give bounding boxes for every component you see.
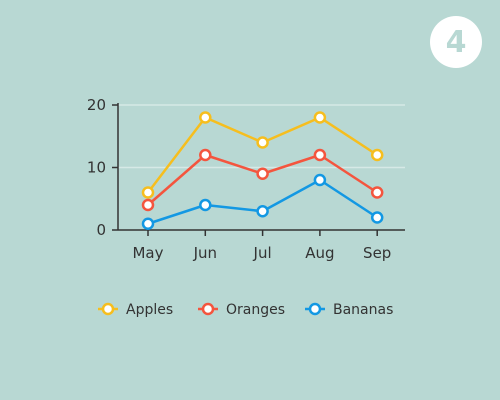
x-tick-label: Jul: [253, 244, 272, 262]
legend: Apples Oranges Bananas: [98, 302, 393, 318]
x-tick-label: Sep: [363, 244, 391, 262]
y-tick-label: 20: [87, 96, 106, 114]
legend-label: Bananas: [333, 302, 393, 318]
step-number: 4: [445, 24, 467, 60]
legend-marker: [101, 302, 115, 316]
data-point: [141, 186, 155, 199]
y-tick-label: 0: [96, 221, 106, 239]
data-point: [313, 111, 327, 124]
data-point: [256, 205, 269, 218]
x-tick-label: Aug: [305, 244, 334, 262]
legend-marker: [201, 302, 215, 316]
step-number-badge: 4: [430, 16, 482, 68]
data-point: [370, 148, 384, 162]
data-point: [370, 211, 384, 224]
data-point: [199, 198, 212, 212]
data-point: [313, 173, 327, 187]
gridlines: [118, 104, 405, 169]
data-point: [370, 186, 384, 199]
data-point: [199, 148, 212, 162]
legend-label: Oranges: [226, 302, 285, 318]
data-point: [313, 148, 327, 162]
data-point: [141, 217, 155, 230]
data-point: [256, 136, 269, 149]
x-tick-label: May: [132, 244, 163, 262]
axes: 0 10 20 May Jun Jul Aug Sep: [87, 96, 405, 262]
series-line: [147, 116, 378, 194]
data-point: [199, 111, 212, 124]
series-group: [141, 111, 384, 230]
legend-marker: [308, 302, 322, 316]
y-tick-label: 10: [87, 159, 106, 177]
data-point: [141, 198, 155, 212]
data-point: [256, 167, 269, 180]
legend-label: Apples: [126, 302, 173, 318]
x-tick-label: Jun: [193, 244, 217, 262]
